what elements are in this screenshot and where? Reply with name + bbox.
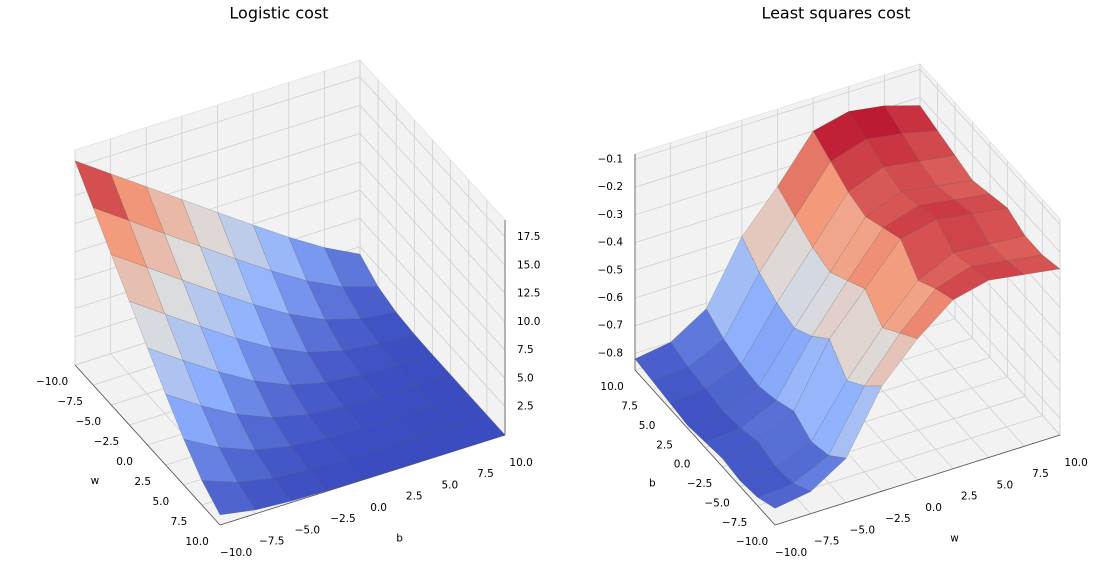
x-tick-label: 7.5 bbox=[171, 516, 188, 528]
surface-facet bbox=[792, 455, 847, 492]
y-tick-label: −7.5 bbox=[722, 517, 748, 529]
x-tick-label: −7.5 bbox=[814, 536, 840, 548]
grid-line bbox=[359, 104, 506, 266]
surface-facet bbox=[308, 459, 363, 492]
surface-facet bbox=[379, 437, 435, 469]
axis-line bbox=[74, 364, 221, 526]
surface-facet bbox=[669, 388, 724, 426]
grid-line bbox=[919, 69, 1061, 225]
x-tick-label: 10.0 bbox=[185, 536, 208, 548]
x-tick-label: −5.0 bbox=[850, 524, 876, 536]
y-tick-label: 7.5 bbox=[477, 468, 494, 480]
surface-facet bbox=[652, 366, 706, 404]
y-tick-label: 10.0 bbox=[600, 381, 623, 393]
y-tick-label: −2.5 bbox=[330, 513, 356, 525]
x-tick-label: −2.5 bbox=[94, 436, 120, 448]
y-tick-label: 2.5 bbox=[656, 439, 673, 451]
z-tick-label: 12.5 bbox=[517, 288, 540, 300]
z-tick-label: 5.0 bbox=[517, 372, 534, 384]
y-tick-label: 5.0 bbox=[442, 479, 459, 491]
z-tick-label: 10.0 bbox=[517, 316, 540, 328]
x-tick-label: 7.5 bbox=[1032, 468, 1049, 480]
y-tick-label: −2.5 bbox=[687, 478, 713, 490]
x-axis-label: w bbox=[950, 532, 959, 544]
surface-facet bbox=[415, 426, 470, 458]
surface-facet bbox=[794, 272, 848, 337]
x-tick-label: −10.0 bbox=[775, 547, 807, 559]
axis-line bbox=[634, 369, 776, 526]
axis-line bbox=[774, 434, 1061, 526]
grid-line bbox=[359, 76, 506, 238]
grid-line bbox=[359, 161, 506, 323]
z-tick-label: −0.6 bbox=[598, 292, 624, 304]
grid-line bbox=[74, 76, 361, 168]
y-tick-label: −5.0 bbox=[295, 524, 321, 536]
surface-facet bbox=[687, 411, 741, 443]
chart-title: Logistic cost bbox=[229, 4, 328, 23]
chart-title: Least squares cost bbox=[761, 4, 910, 23]
surface-facet bbox=[450, 414, 506, 447]
z-tick-label: −0.7 bbox=[598, 320, 624, 332]
z-tick-label: 2.5 bbox=[517, 401, 534, 413]
x-tick-label: 0.0 bbox=[116, 456, 133, 468]
y-tick-label: 10.0 bbox=[509, 457, 532, 469]
grid-line bbox=[359, 133, 506, 294]
z-tick-label: −0.5 bbox=[598, 264, 624, 276]
x-tick-label: −10.0 bbox=[36, 376, 68, 388]
z-tick-label: −0.2 bbox=[598, 181, 624, 193]
z-tick-label: −0.1 bbox=[598, 154, 624, 166]
y-axis-label: b bbox=[649, 478, 656, 490]
y-tick-label: 0.0 bbox=[370, 502, 387, 514]
grid-line bbox=[919, 96, 1061, 253]
x-tick-label: 2.5 bbox=[134, 476, 151, 488]
y-tick-label: −10.0 bbox=[220, 547, 252, 559]
y-tick-label: −5.0 bbox=[704, 497, 730, 509]
surface-facet bbox=[811, 280, 866, 340]
x-tick-label: 5.0 bbox=[996, 479, 1013, 491]
y-axis-label: b bbox=[396, 532, 403, 544]
z-tick-label: 7.5 bbox=[517, 344, 534, 356]
y-tick-label: −10.0 bbox=[736, 536, 768, 548]
z-tick-label: −0.8 bbox=[598, 347, 624, 359]
y-tick-label: −7.5 bbox=[259, 536, 285, 548]
x-tick-label: −2.5 bbox=[885, 513, 911, 525]
surface-facet bbox=[201, 480, 256, 516]
grid-line bbox=[359, 218, 506, 379]
grid-line bbox=[359, 189, 506, 351]
surface-facet bbox=[344, 448, 399, 481]
x-axis-label: w bbox=[91, 475, 100, 487]
grid-line bbox=[359, 246, 506, 407]
y-tick-label: 7.5 bbox=[621, 401, 638, 413]
grid-line bbox=[634, 69, 921, 160]
y-tick-label: 2.5 bbox=[406, 491, 423, 503]
x-tick-label: −7.5 bbox=[57, 396, 83, 408]
z-tick-label: −0.4 bbox=[598, 237, 624, 249]
z-tick-label: 15.0 bbox=[517, 259, 540, 271]
surface-facet bbox=[272, 469, 328, 502]
surface-facet bbox=[722, 441, 776, 481]
x-tick-label: 10.0 bbox=[1064, 457, 1087, 469]
surface-facet bbox=[863, 333, 918, 387]
y-tick-label: 0.0 bbox=[674, 459, 691, 471]
x-tick-label: 2.5 bbox=[961, 491, 978, 503]
x-tick-label: 5.0 bbox=[153, 496, 170, 508]
x-tick-label: 0.0 bbox=[925, 502, 942, 514]
x-tick-label: −5.0 bbox=[76, 416, 102, 428]
surface-facet bbox=[757, 483, 812, 509]
y-tick-label: 5.0 bbox=[639, 420, 656, 432]
z-tick-label: −0.3 bbox=[598, 209, 624, 221]
z-tick-label: 17.5 bbox=[517, 231, 540, 243]
